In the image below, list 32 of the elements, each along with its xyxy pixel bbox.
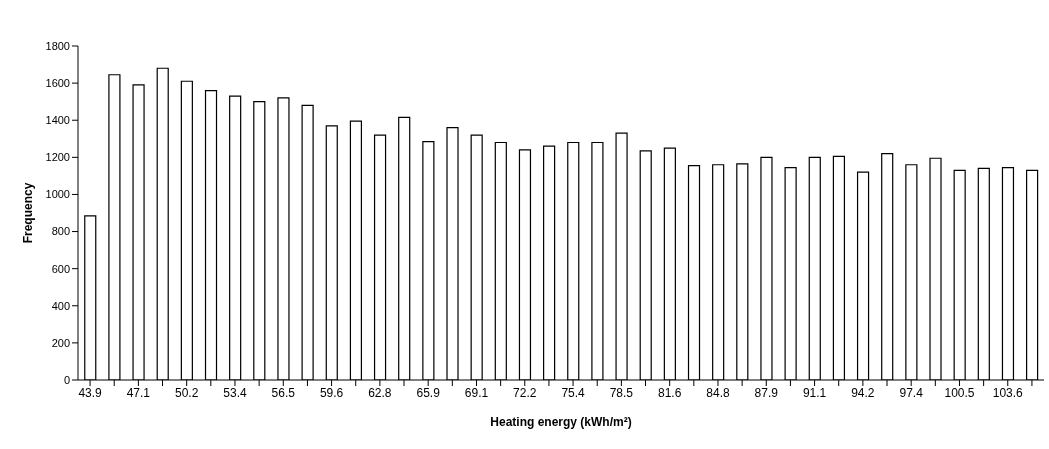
y-axis-title: Frequency	[21, 182, 36, 244]
x-tick-label: 78.5	[609, 385, 634, 400]
y-tick-label: 600	[51, 262, 70, 275]
x-tick-label: 72.2	[513, 385, 537, 400]
x-tick-label: 94.2	[851, 385, 875, 400]
y-tick-label: 400	[51, 299, 70, 312]
x-tick-label: 81.6	[658, 385, 682, 400]
x-tick-label: 59.6	[319, 385, 344, 400]
x-tick-label: 97.4	[899, 385, 924, 400]
y-tick-label: 1800	[45, 39, 70, 52]
x-tick-label: 91.1	[802, 385, 827, 400]
x-tick-label: 65.9	[416, 385, 441, 400]
y-tick-label: 800	[51, 225, 70, 238]
y-tick-label: 0	[63, 373, 70, 386]
x-tick-label: 47.1	[126, 385, 151, 400]
y-tick-label: 1600	[45, 77, 70, 90]
y-tick-label: 200	[51, 336, 70, 349]
x-tick-label: 103.6	[992, 385, 1024, 400]
x-tick-label: 100.5	[944, 385, 975, 400]
x-tick-label: 53.4	[223, 385, 247, 400]
x-tick-label: 84.8	[706, 385, 730, 400]
x-tick-label: 62.8	[368, 385, 392, 400]
y-tick-label: 1400	[45, 114, 70, 127]
x-tick-label: 69.1	[464, 385, 489, 400]
x-tick-label: 50.2	[175, 385, 199, 400]
x-tick-label: 43.9	[78, 385, 103, 400]
y-tick-label: 1200	[45, 151, 70, 164]
x-tick-label: 75.4	[561, 385, 586, 400]
y-tick-label: 1000	[45, 188, 70, 201]
x-axis-title: Heating energy (kWh/m²)	[490, 415, 632, 429]
x-tick-label: 56.5	[271, 385, 296, 400]
x-tick-label: 87.9	[754, 385, 779, 400]
